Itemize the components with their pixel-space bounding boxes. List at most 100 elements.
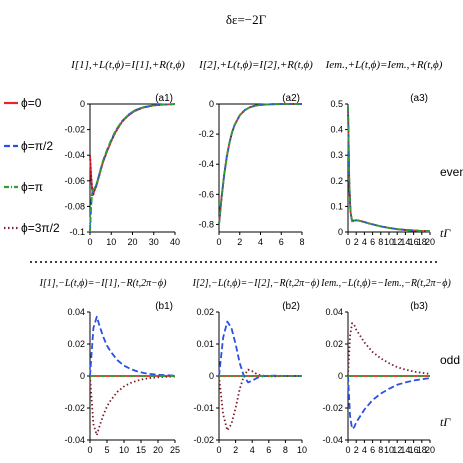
panel-b2: -0.02 -0.01 0 0.01 0.02 0 2 4 6 8 10 (b2): [193, 301, 307, 455]
y-tick-label: -0.02: [193, 435, 214, 445]
x-tick-label: 6: [279, 237, 284, 247]
series-line: [89, 103, 176, 196]
x-tick-label: 0: [87, 445, 92, 455]
legend-label: ϕ=π/2: [21, 139, 53, 153]
x-tick-label: 18: [417, 445, 427, 455]
series-line: [89, 375, 176, 437]
y-tick-label: -0.02: [64, 403, 85, 413]
x-tick-label: 16: [409, 237, 419, 247]
y-tick-label: 0.04: [67, 307, 85, 317]
x-tick-label: 20: [153, 445, 163, 455]
x-tick-label: 2: [233, 445, 238, 455]
series-line: [218, 103, 303, 225]
x-tick-label: 10: [297, 445, 307, 455]
x-tick-label: 0: [345, 237, 350, 247]
y-tick-label: 0.01: [196, 339, 214, 349]
y-tick-label: 0: [338, 227, 343, 237]
x-tick-label: 4: [362, 237, 367, 247]
y-tick-label: 0.2: [330, 176, 343, 186]
x-tick-label: 2: [354, 237, 359, 247]
y-tick-label: 0: [209, 99, 214, 109]
x-tick-label: 20: [425, 445, 435, 455]
x-tick-label: 4: [250, 445, 255, 455]
x-tick-label: 2: [354, 445, 359, 455]
x-tick-label: 6: [266, 445, 271, 455]
xlabel-odd: tΓ: [440, 415, 451, 429]
x-tick-label: 25: [170, 445, 180, 455]
y-tick-label: 0: [209, 371, 214, 381]
y-tick-label: 0: [338, 371, 343, 381]
x-tick-label: 15: [136, 445, 146, 455]
panel-label: (b3): [410, 301, 428, 312]
series-line: [347, 106, 431, 233]
header-b3: Iem.,−L(t,ϕ)=−Iem.,−R(t,2π−ϕ): [320, 278, 451, 289]
y-tick-label: -0.01: [193, 403, 214, 413]
y-tick-label: -0.2: [198, 129, 214, 139]
column-headers: I[1],+L(t,ϕ)=I[1],+R(t,ϕ) I[2],+L(t,ϕ)=I…: [39, 59, 452, 289]
y-tick-label: 0.5: [330, 99, 343, 109]
legend-label: ϕ=0: [21, 96, 42, 110]
y-tick-label: -0.8: [198, 219, 214, 229]
row-label-even: even: [440, 165, 463, 179]
legend: ϕ=0 ϕ=π/2 ϕ=π ϕ=3π/2: [4, 96, 60, 235]
series-line: [89, 315, 176, 377]
panel-label: (b2): [282, 301, 300, 312]
x-tick-label: 14: [400, 445, 410, 455]
x-tick-label: 18: [417, 237, 427, 247]
header-a2: I[2],+L(t,ϕ)=I[2],+R(t,ϕ): [198, 59, 313, 71]
x-tick-label: 12: [392, 445, 402, 455]
x-tick-label: 40: [170, 237, 180, 247]
x-tick-label: 10: [384, 237, 394, 247]
x-tick-label: 6: [370, 237, 375, 247]
y-tick-label: 0.3: [330, 150, 343, 160]
x-tick-label: 16: [409, 445, 419, 455]
panel-a1: -0.1 -0.08 -0.06 -0.04 -0.02 0 0 10 20 30 40 (a1): [64, 93, 180, 247]
header-b1: I[1],−L(t,ϕ)=−I[1],−R(t,2π−ϕ): [39, 278, 168, 289]
y-tick-label: -0.02: [64, 125, 85, 135]
legend-label: ϕ=π: [21, 180, 43, 194]
x-tick-label: 20: [425, 237, 435, 247]
series-line: [218, 368, 302, 432]
series-line: [347, 106, 431, 233]
y-tick-label: 0: [80, 371, 85, 381]
figure-title: δε=−2Γ: [226, 12, 267, 27]
series-line: [347, 106, 431, 233]
y-tick-label: -0.04: [64, 435, 85, 445]
series-line: [89, 103, 176, 233]
x-tick-label: 10: [384, 445, 394, 455]
y-tick-label: -0.1: [69, 227, 85, 237]
series-line: [218, 103, 303, 225]
header-a3: Iem.,+L(t,ϕ)=Iem.,+R(t,ϕ): [325, 59, 443, 71]
y-tick-label: 0.04: [325, 307, 343, 317]
y-tick-label: -0.02: [322, 403, 343, 413]
x-tick-label: 20: [127, 237, 137, 247]
x-tick-label: 4: [362, 445, 367, 455]
x-tick-label: 12: [392, 237, 402, 247]
y-tick-label: 0.02: [196, 307, 214, 317]
panel-label: (a1): [155, 93, 173, 104]
series-line: [347, 106, 431, 233]
x-tick-label: 2: [237, 237, 242, 247]
x-tick-label: 8: [378, 445, 383, 455]
y-tick-label: 0.4: [330, 125, 343, 135]
x-tick-label: 14: [400, 237, 410, 247]
x-tick-label: 8: [283, 445, 288, 455]
series-line: [218, 320, 302, 384]
series-line: [218, 103, 303, 225]
series-line: [347, 322, 431, 377]
x-tick-label: 8: [378, 237, 383, 247]
panel-b1: -0.04 -0.02 0 0.02 0.04 0 5 10 15 20 25 (b1): [64, 301, 180, 455]
x-tick-label: 10: [119, 445, 129, 455]
header-b2: I[2],−L(t,ϕ)=−I[2],−R(t,2π−ϕ): [192, 278, 321, 289]
x-tick-label: 5: [104, 445, 109, 455]
y-tick-label: -0.04: [322, 435, 343, 445]
y-tick-label: 0.02: [67, 339, 85, 349]
x-tick-label: 0: [345, 445, 350, 455]
y-tick-label: -0.08: [64, 201, 85, 211]
y-tick-label: 0.02: [325, 339, 343, 349]
series-line: [89, 103, 176, 233]
header-a1: I[1],+L(t,ϕ)=I[1],+R(t,ϕ): [70, 59, 185, 71]
